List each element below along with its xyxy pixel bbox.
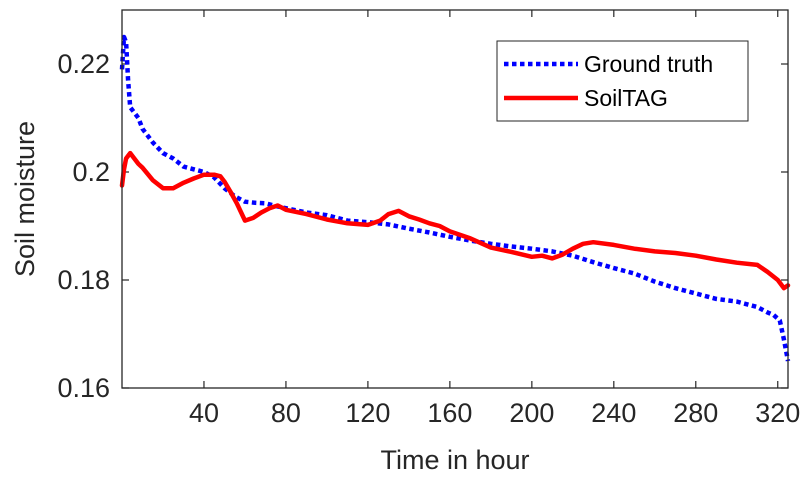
legend-label-ground-truth: Ground truth: [584, 51, 713, 77]
y-tick-label: 0.16: [57, 373, 110, 403]
y-axis-label: Soil moisture: [10, 121, 40, 277]
x-tick-label: 240: [591, 398, 636, 428]
series-line-ground-truth: [119, 34, 791, 362]
x-axis-label: Time in hour: [380, 445, 529, 475]
legend-box: [496, 40, 749, 122]
x-tick-label: 200: [509, 398, 554, 428]
y-tick-label: 0.18: [57, 265, 110, 295]
x-tick-label: 120: [345, 398, 390, 428]
x-tick-label: 80: [271, 398, 301, 428]
y-tick-label: 0.2: [72, 157, 110, 187]
plot-frame: [121, 9, 789, 389]
x-tick-label: 280: [673, 398, 718, 428]
legend-label-soiltag: SoilTAG: [584, 85, 668, 111]
legend: Ground truth SoilTAG: [496, 40, 749, 122]
series-line-soiltag: [119, 150, 791, 291]
y-tick-label: 0.22: [57, 49, 110, 79]
x-tick-label: 40: [189, 398, 219, 428]
x-tick-label: 160: [427, 398, 472, 428]
x-tick-label: 320: [755, 398, 800, 428]
